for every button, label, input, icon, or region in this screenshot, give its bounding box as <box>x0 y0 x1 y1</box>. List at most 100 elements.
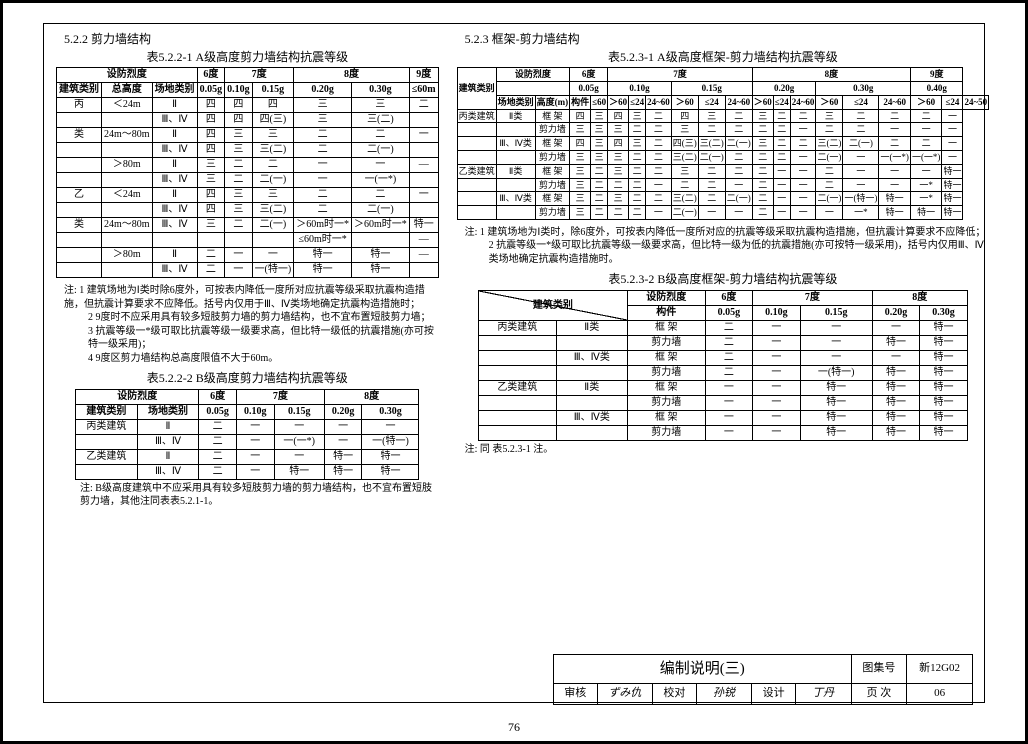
table-cell: 特一 <box>942 206 963 220</box>
table-cell <box>457 137 496 151</box>
table-cell: 二 <box>773 150 790 164</box>
table-cell: 三 <box>197 173 225 188</box>
table-cell: 二 <box>698 164 725 178</box>
table-cell: 一 <box>362 419 419 434</box>
table-cell: 一 <box>910 164 942 178</box>
table-cell: 二 <box>294 188 352 203</box>
table-cell: 一 <box>753 381 801 396</box>
table-cell: 三 <box>629 109 646 123</box>
table-cell: 剪力墙 <box>535 123 570 137</box>
table-cell: 特一 <box>274 464 324 479</box>
table-5-2-3-1-title: 表5.2.3-1 A级高度框架-剪力墙结构抗震等级 <box>457 50 990 66</box>
table-cell: 一 <box>879 164 911 178</box>
table-cell: ＜24m <box>102 188 153 203</box>
table-cell: 框 架 <box>627 381 705 396</box>
notes-5-2-3-1: 注: 1 建筑场地为Ⅰ类时，除6度外，可按表内降低一度所对应的抗震等级采取抗震构… <box>457 224 990 271</box>
table-5-2-2-2: 设防烈度 6度 7度 8度 建筑类别场地类别 0.05g0.10g0.15g 0… <box>75 389 419 480</box>
table-cell <box>152 233 197 248</box>
table-cell: 特一 <box>362 464 419 479</box>
table-cell: 一* <box>910 178 942 192</box>
table-cell: 三 <box>294 113 352 128</box>
table-cell <box>457 150 496 164</box>
table-cell: 四 <box>225 98 253 113</box>
notes-5-2-3-2: 注: 同 表5.2.3-1 注。 <box>457 441 990 461</box>
table-5-2-2-1: 设防烈度 6度 7度 8度 9度 建筑类别总高度场地类别 0.05g0.10g0… <box>56 67 439 278</box>
table-cell: 特一 <box>872 366 920 381</box>
table-cell: 二 <box>725 150 752 164</box>
table-cell: 特一 <box>879 206 911 220</box>
title-block: 编制说明(三) 图集号 新12G02 审核ずみ仇 校对孙锐 设计丁丹 页 次06 <box>553 654 973 709</box>
table-cell: 二 <box>608 178 629 192</box>
table-cell: 特一 <box>800 426 872 441</box>
table-cell: 二(一) <box>352 143 410 158</box>
table-cell: 二 <box>752 192 773 206</box>
table-cell: 一(特一) <box>252 263 294 278</box>
table-cell: 二 <box>352 128 410 143</box>
table-cell: 一 <box>324 434 362 449</box>
table-cell: 一 <box>705 411 753 426</box>
table-cell: 一 <box>790 206 816 220</box>
notes-5-2-2-2: 注: B级高度建筑中不应采用具有较多短肢剪力墙的剪力墙结构，也不宜布置短肢剪力墙… <box>56 480 439 513</box>
table-cell: 剪力墙 <box>535 178 570 192</box>
table-cell: 二 <box>591 164 608 178</box>
table-cell: 三 <box>752 137 773 151</box>
table-cell: 四 <box>570 137 591 151</box>
table-cell: 三 <box>252 188 294 203</box>
table-cell: Ⅱ <box>152 128 197 143</box>
table-cell: 一 <box>753 351 801 366</box>
section-5-2-3-title: 5.2.3 框架-剪力墙结构 <box>465 32 990 48</box>
table-cell: 三 <box>225 128 253 143</box>
table-cell: 丙 <box>57 98 102 113</box>
table-cell: 框 架 <box>627 351 705 366</box>
table-cell: ＞80m <box>102 248 153 263</box>
table-cell <box>556 396 627 411</box>
table-cell: 框 架 <box>627 321 705 336</box>
table-cell: 特一 <box>324 464 362 479</box>
table-cell: 乙类建筑 <box>76 449 138 464</box>
table-cell: 一 <box>294 158 352 173</box>
table-cell: 框 架 <box>535 192 570 206</box>
table-cell: 二 <box>294 203 352 218</box>
table-cell: 二 <box>879 109 911 123</box>
table-cell: 二(一) <box>698 150 725 164</box>
table-5-2-3-1: 建筑类别 设防烈度 6度 7度 8度 9度 0.05g 0.10g 0.15g … <box>457 67 990 220</box>
table-cell: 三 <box>608 192 629 206</box>
table-cell: 三(二) <box>698 137 725 151</box>
table-cell: 一 <box>753 321 801 336</box>
table-cell: 特一 <box>920 351 968 366</box>
table-5-2-3-2-title: 表5.2.3-2 B级高度框架-剪力墙结构抗震等级 <box>457 272 990 288</box>
table-cell: 三 <box>225 203 253 218</box>
table-cell <box>478 351 556 366</box>
table-cell: ＞80m <box>102 158 153 173</box>
table-cell: — <box>409 233 438 248</box>
table-cell: 特一 <box>352 248 410 263</box>
table-cell: 一 <box>294 173 352 188</box>
table-cell: 一 <box>646 206 672 220</box>
table-cell <box>496 150 535 164</box>
table-cell: 四 <box>197 188 225 203</box>
table-cell: 一 <box>790 123 816 137</box>
table-cell: 一 <box>800 336 872 351</box>
table-cell: 一 <box>725 206 752 220</box>
table-cell <box>478 426 556 441</box>
table-cell: 特一 <box>920 366 968 381</box>
table-cell: 二 <box>705 336 753 351</box>
table-cell: 二 <box>646 137 672 151</box>
table-cell: 特一 <box>879 192 911 206</box>
table-cell: 特一 <box>800 396 872 411</box>
table-cell: 特一 <box>942 164 963 178</box>
table-cell: 二 <box>752 150 773 164</box>
table-cell: 一 <box>942 150 963 164</box>
table-cell: 框 架 <box>535 137 570 151</box>
table-cell: 特一 <box>872 336 920 351</box>
table-cell: 乙类建筑 <box>457 164 496 178</box>
table-cell <box>457 206 496 220</box>
table-cell: 三 <box>671 123 698 137</box>
table-cell: 三 <box>294 98 352 113</box>
table-cell <box>102 173 153 188</box>
table-cell: 特一 <box>942 178 963 192</box>
table-cell: 一 <box>800 351 872 366</box>
table-cell: 二 <box>629 123 646 137</box>
table-cell <box>409 173 438 188</box>
table-cell: 二 <box>843 123 879 137</box>
